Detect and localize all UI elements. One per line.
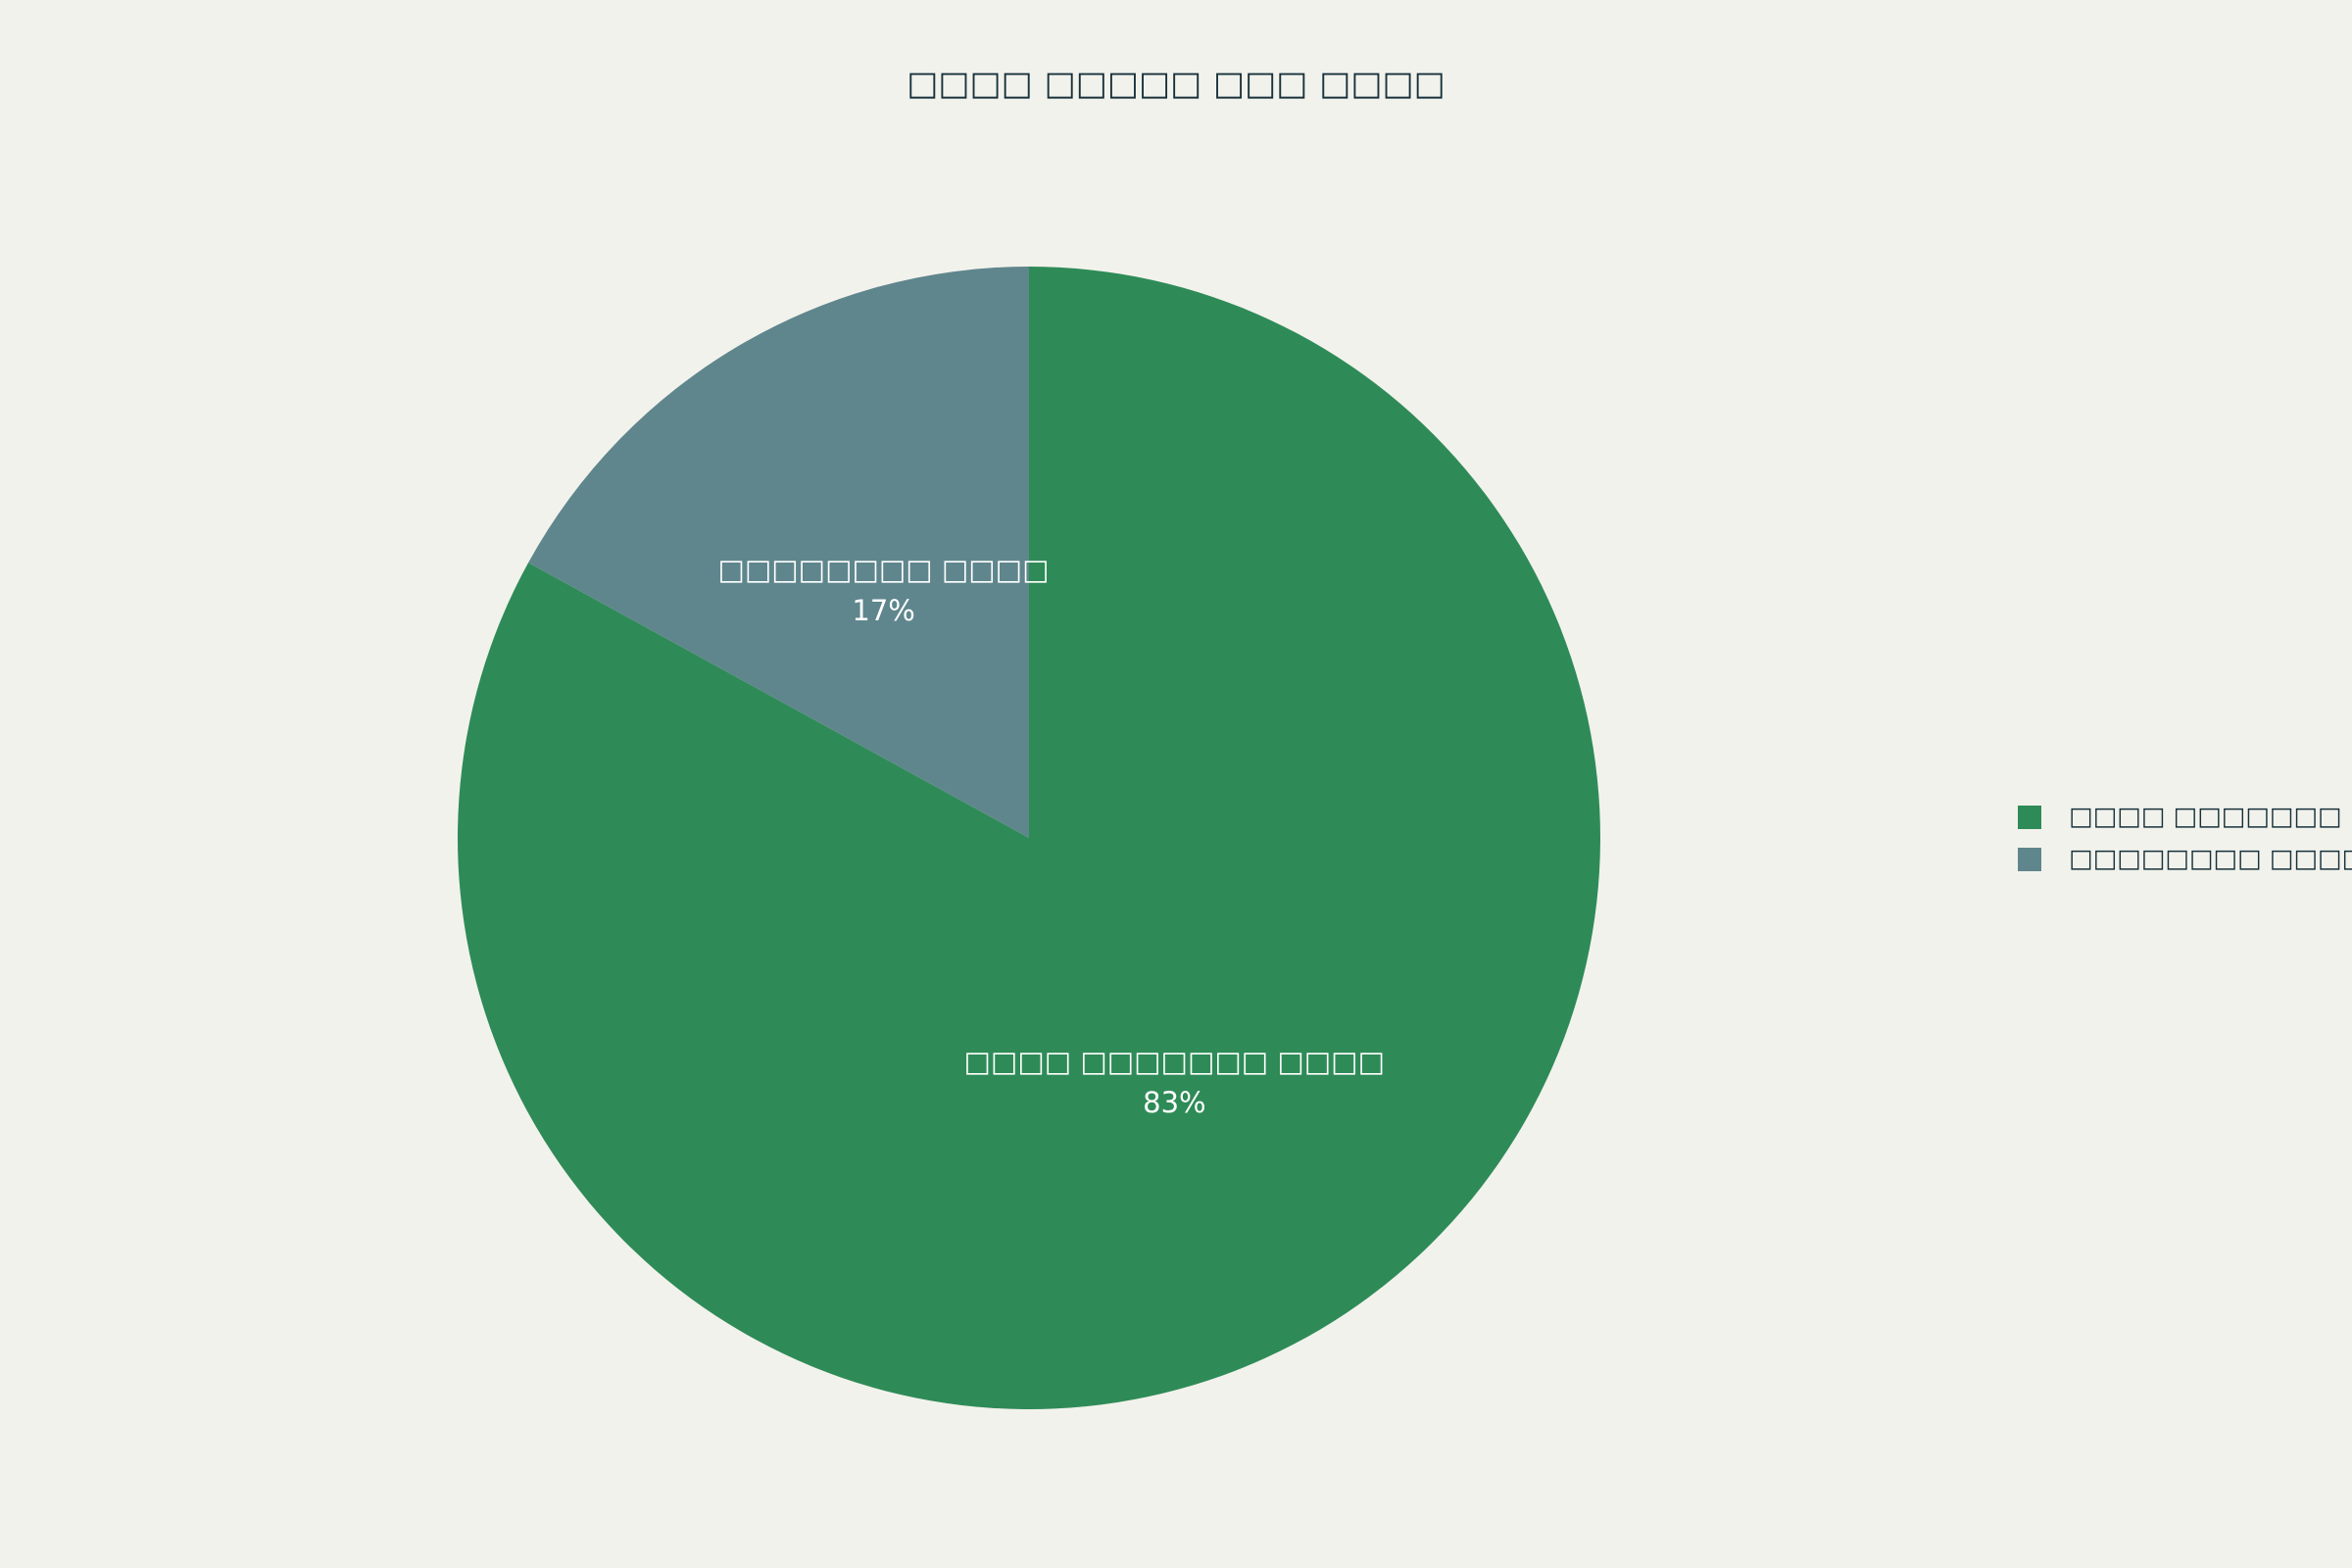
legend-label: □□□□□□□□ □□□□: [2069, 845, 2352, 874]
slice-value-label: 17%: [852, 594, 914, 627]
chart-title: □□□□ □□□□□ □□□ □□□□: [906, 65, 1446, 104]
legend-swatch: [2018, 806, 2041, 829]
pie-slice: [528, 267, 1029, 838]
legend-label: □□□□ □□□□□□□ □□□□: [2069, 803, 2352, 832]
legend-swatch: [2018, 848, 2041, 871]
slice-value-label: 83%: [1143, 1086, 1205, 1119]
slice-label: □□□□ □□□□□□□ □□□□: [964, 1045, 1385, 1078]
slice-label: □□□□□□□□ □□□□: [718, 553, 1050, 586]
pie-slice: [458, 267, 1601, 1409]
